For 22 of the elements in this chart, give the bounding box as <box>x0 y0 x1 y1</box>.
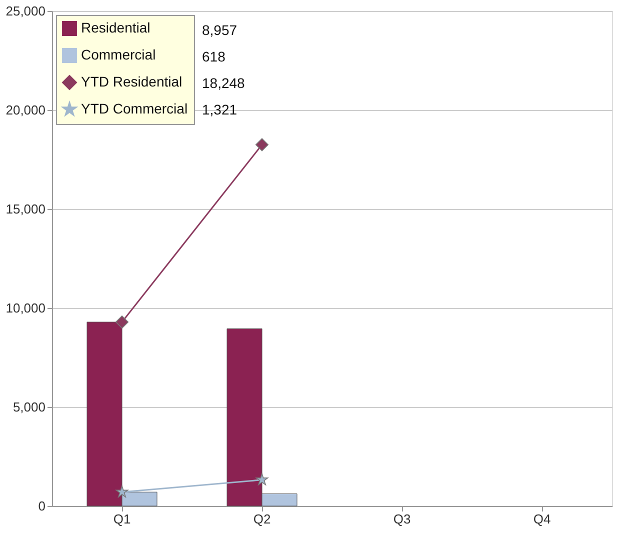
y-tick-label: 0 <box>38 498 46 514</box>
point <box>256 473 268 486</box>
point <box>255 138 269 152</box>
x-tick-label: Q3 <box>393 512 411 526</box>
annotation: 618 <box>202 48 226 64</box>
x-tick-label: Q4 <box>533 512 551 526</box>
y-tick-label: 5,000 <box>12 400 46 414</box>
legend-label: YTD Residential <box>81 74 182 90</box>
annotation: 8,957 <box>202 22 238 38</box>
y-tick-label: 25,000 <box>6 4 46 18</box>
annotation: 1,321 <box>202 102 238 118</box>
annotation: 18,248 <box>202 75 246 91</box>
y-tick-label: 15,000 <box>6 202 46 216</box>
point <box>115 316 129 329</box>
legend-label: Commercial <box>81 46 156 62</box>
legend-label: Residential <box>81 20 150 36</box>
x-tick-label: Q2 <box>253 512 271 526</box>
legend-label: YTD Commercial <box>81 100 188 116</box>
y-tick-label: 20,000 <box>6 102 46 118</box>
point <box>116 486 128 498</box>
x-tick-label: Q1 <box>113 512 131 526</box>
y-tick-label: 10,000 <box>6 300 46 316</box>
